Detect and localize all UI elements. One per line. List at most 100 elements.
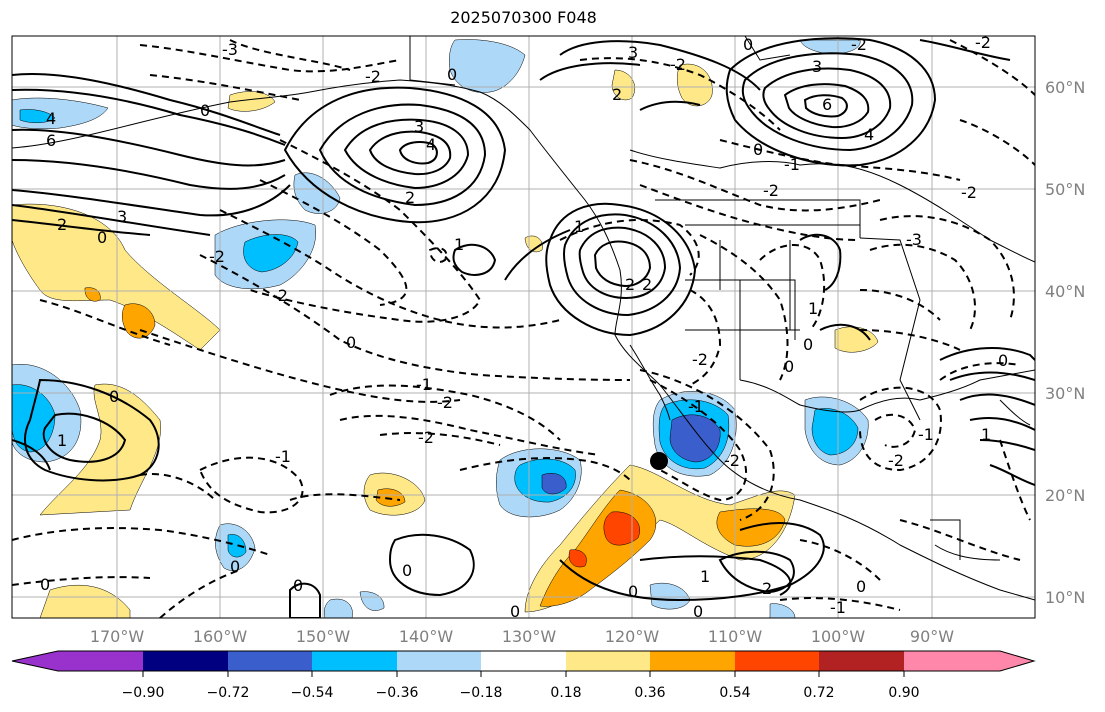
contour-label-neg2: -2	[961, 183, 977, 202]
contour-label-0: 0	[753, 140, 763, 159]
contour-label-4: 4	[864, 125, 874, 144]
lat-label-50n: 50°N	[1045, 180, 1085, 199]
colorbar-swatch	[12, 651, 143, 671]
contour-label-neg1: -1	[830, 598, 846, 617]
contour-label-6: 6	[46, 131, 56, 150]
contour-label-0: 0	[109, 387, 119, 406]
lon-label-110w: 110°W	[708, 627, 763, 646]
contour-label-4: 4	[46, 109, 56, 128]
map-title: 2025070300 F048	[450, 8, 597, 27]
contour-label-2: 2	[625, 275, 635, 294]
contour-label-neg2: -2	[437, 393, 453, 412]
colorbar-swatch	[481, 651, 566, 671]
contour-label-1: 1	[700, 567, 710, 586]
contour-label-0: 0	[40, 575, 50, 594]
colorbar-swatch	[904, 651, 1034, 671]
lon-label-130w: 130°W	[502, 627, 557, 646]
contour-label-1: 1	[808, 299, 818, 318]
contour-label-neg1: -1	[918, 425, 934, 444]
map-frame	[11, 35, 1036, 619]
colorbar-swatch	[735, 651, 819, 671]
lon-label-100w: 100°W	[811, 627, 866, 646]
colorbar-outline	[11, 650, 1036, 672]
contour-label-0: 0	[97, 228, 107, 247]
contour-label-0: 0	[998, 351, 1008, 370]
lat-label-40n: 40°N	[1045, 282, 1085, 301]
lat-label-30n: 30°N	[1045, 384, 1085, 403]
contour-label-neg2: -2	[888, 451, 904, 470]
colorbar-swatch	[228, 651, 312, 671]
contour-label-neg1: -1	[416, 375, 432, 394]
lat-label-10n: 10°N	[1045, 588, 1085, 607]
contour-label-0: 0	[784, 357, 794, 376]
colorbar-swatch	[566, 651, 650, 671]
colorbar-swatch	[143, 651, 228, 671]
contour-label-neg2: -2	[724, 451, 740, 470]
contour-label-0: 0	[510, 602, 520, 621]
contour-label-2: 2	[405, 188, 415, 207]
contour-label-neg2: -2	[692, 350, 708, 369]
colorbar-label: 0.90	[888, 685, 919, 701]
contour-label-neg2: -2	[365, 67, 381, 86]
contour-label-1: 1	[574, 217, 584, 236]
longitude-labels: 170°W 160°W 150°W 140°W 130°W 120°W 110°…	[90, 627, 954, 646]
contour-label-0: 0	[402, 561, 412, 580]
contour-label-neg1: -1	[784, 155, 800, 174]
contour-label-neg2: -2	[670, 55, 686, 74]
graticule	[12, 36, 1035, 618]
lat-label-60n: 60°N	[1045, 78, 1085, 97]
contour-label-0: 0	[803, 335, 813, 354]
colorbar-label: 0.72	[803, 685, 834, 701]
contour-label-neg2: -2	[851, 35, 867, 54]
colorbar-swatch	[650, 651, 735, 671]
colorbar-tick-labels: −0.90 −0.72 −0.54 −0.36 −0.18 0.18 0.36 …	[122, 685, 920, 701]
colorbar-swatch	[312, 651, 397, 671]
contour-label-2: 2	[612, 85, 622, 104]
contour-label-1: 1	[57, 431, 67, 450]
contour-label-neg2: -2	[209, 247, 225, 266]
contour-label-0: 0	[628, 582, 638, 601]
contour-label-0: 0	[693, 602, 703, 621]
colorbar-label: −0.54	[291, 685, 334, 701]
contour-label-0: 0	[743, 35, 753, 54]
contour-label-2: 2	[642, 275, 652, 294]
lon-label-150w: 150°W	[296, 627, 351, 646]
colorbar-label: −0.90	[122, 685, 165, 701]
contour-label-3: 3	[414, 117, 424, 136]
colorbar-swatch	[819, 651, 904, 671]
contour-label-3: 3	[117, 207, 127, 226]
contour-label-neg2: -2	[975, 33, 991, 52]
contour-label-4: 4	[426, 135, 436, 154]
colorbar: −0.90 −0.72 −0.54 −0.36 −0.18 0.18 0.36 …	[11, 650, 1036, 701]
contour-label-neg2: -2	[418, 428, 434, 447]
lon-label-170w: 170°W	[90, 627, 145, 646]
contour-label-0: 0	[447, 65, 457, 84]
colorbar-label: −0.36	[376, 685, 419, 701]
contour-label-0: 0	[200, 101, 210, 120]
contour-label-2: 2	[762, 579, 772, 598]
contour-label-0: 0	[293, 576, 303, 595]
contour-labels: 4 6 3 2 0 0 -3 -2 3 4 2 1 0 3 0 -2 3 6 4…	[40, 33, 1008, 621]
contour-label-3: 3	[812, 57, 822, 76]
colorbar-swatch	[397, 651, 481, 671]
lon-label-140w: 140°W	[399, 627, 454, 646]
contour-label-1: 1	[981, 425, 991, 444]
contour-label-3: 3	[628, 43, 638, 62]
contour-label-0: 0	[346, 333, 356, 352]
contour-label-neg1: -1	[275, 447, 291, 466]
contour-label-1: 1	[454, 235, 464, 254]
colorbar-label: 0.36	[634, 685, 665, 701]
contour-label-neg3: -3	[906, 230, 922, 249]
contour-label-0: 0	[230, 557, 240, 576]
colorbar-label: −0.72	[207, 685, 250, 701]
contour-label-2: 2	[57, 215, 67, 234]
colorbar-ticks	[142, 671, 905, 677]
latitude-labels: 60°N 50°N 40°N 30°N 20°N 10°N	[1045, 78, 1085, 607]
contour-label-neg2: -2	[272, 286, 288, 305]
negative-contours	[12, 39, 1035, 618]
shaded-anomaly-fields	[12, 39, 879, 618]
colorbar-label: −0.18	[460, 685, 503, 701]
contour-label-neg2: -2	[763, 181, 779, 200]
location-marker	[650, 452, 668, 470]
